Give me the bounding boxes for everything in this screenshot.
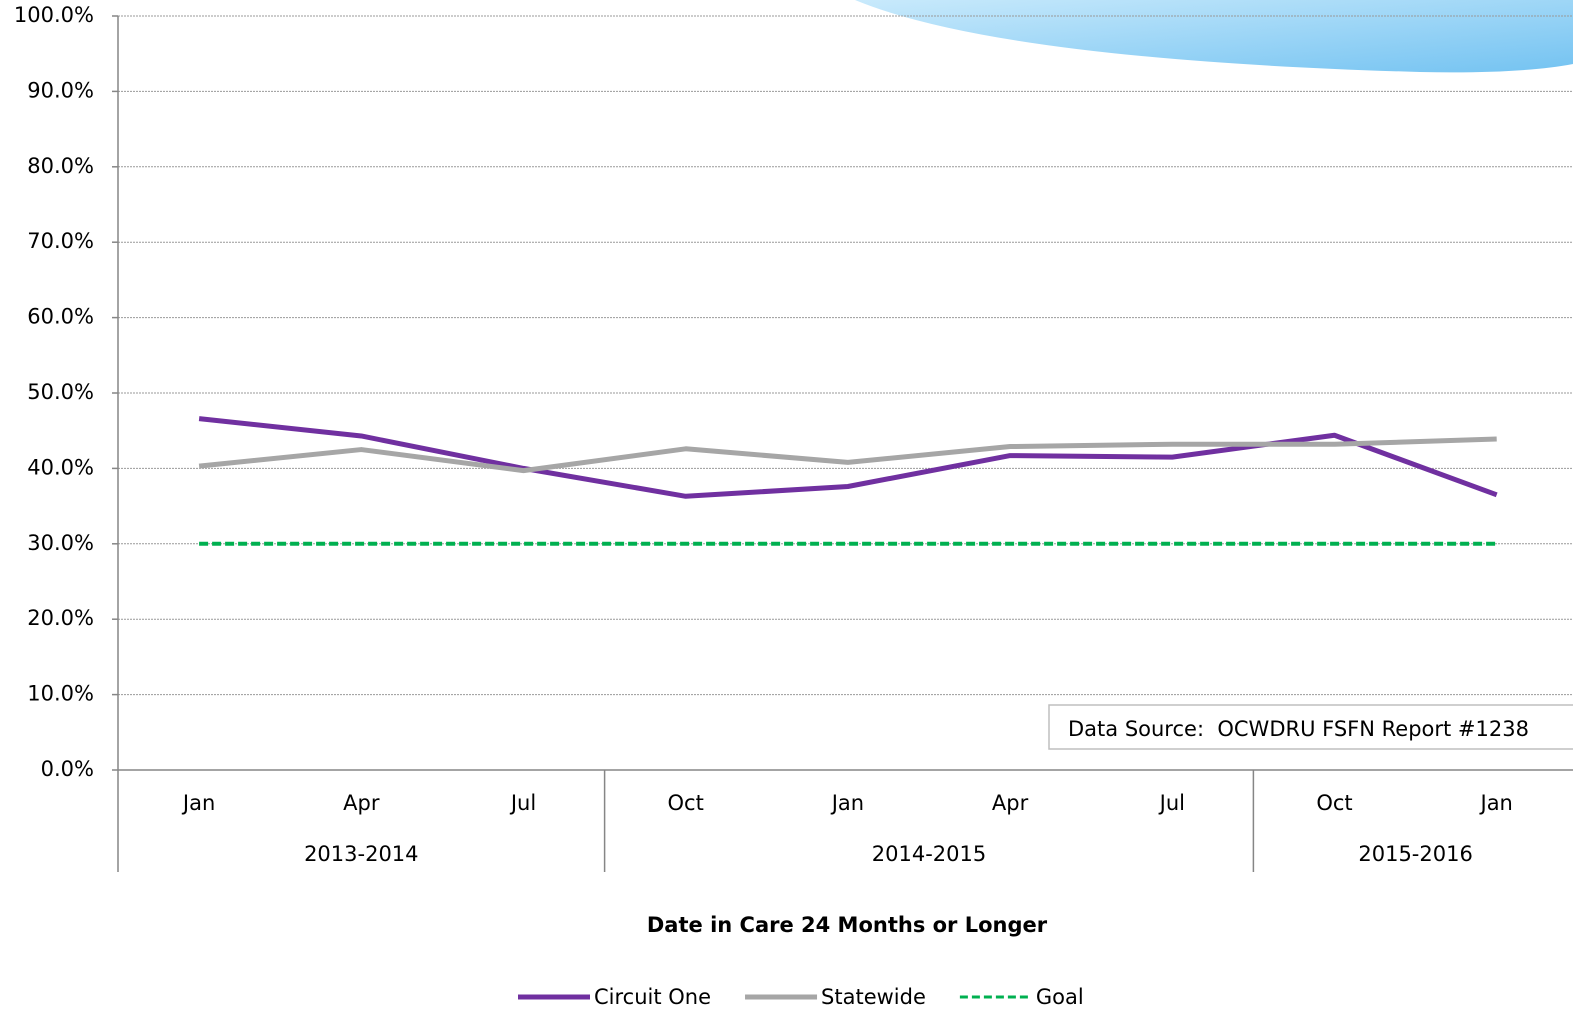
y-tick-label: 40.0% <box>27 455 94 479</box>
x-tick-label: Jan <box>1479 791 1513 815</box>
x-tick-label: Jan <box>181 791 215 815</box>
legend-label: Goal <box>1036 985 1084 1009</box>
y-tick-label: 0.0% <box>41 757 94 781</box>
legend-label: Circuit One <box>594 985 711 1009</box>
series-line <box>198 416 1498 499</box>
y-tick-label: 20.0% <box>27 606 94 630</box>
group-label: 2013-2014 <box>304 842 418 866</box>
x-tick-label: Jan <box>830 791 864 815</box>
y-tick-label: 50.0% <box>27 380 94 404</box>
y-tick-label: 10.0% <box>27 682 94 706</box>
y-tick-label: 100.0% <box>14 3 94 27</box>
y-tick-label: 60.0% <box>27 305 94 329</box>
series-line <box>198 436 1497 474</box>
x-tick-label: Oct <box>1316 791 1352 815</box>
y-tick-label: 30.0% <box>27 531 94 555</box>
legend-label: Statewide <box>821 985 926 1009</box>
x-axis-title: Date in Care 24 Months or Longer <box>647 913 1048 937</box>
group-label: 2014-2015 <box>872 842 986 866</box>
x-tick-label: Jul <box>509 791 536 815</box>
x-tick-label: Apr <box>343 791 380 815</box>
x-tick-label: Jul <box>1158 791 1185 815</box>
group-label: 2015-2016 <box>1358 842 1472 866</box>
x-tick-label: Oct <box>668 791 704 815</box>
y-tick-label: 90.0% <box>27 78 94 102</box>
x-tick-label: Apr <box>992 791 1029 815</box>
y-tick-label: 80.0% <box>27 154 94 178</box>
annotation-box <box>1048 704 1573 750</box>
decoration <box>855 0 1573 73</box>
annotation: Data Source: OCWDRU FSFN Report #1238 <box>1068 717 1529 741</box>
y-tick-label: 70.0% <box>27 229 94 253</box>
